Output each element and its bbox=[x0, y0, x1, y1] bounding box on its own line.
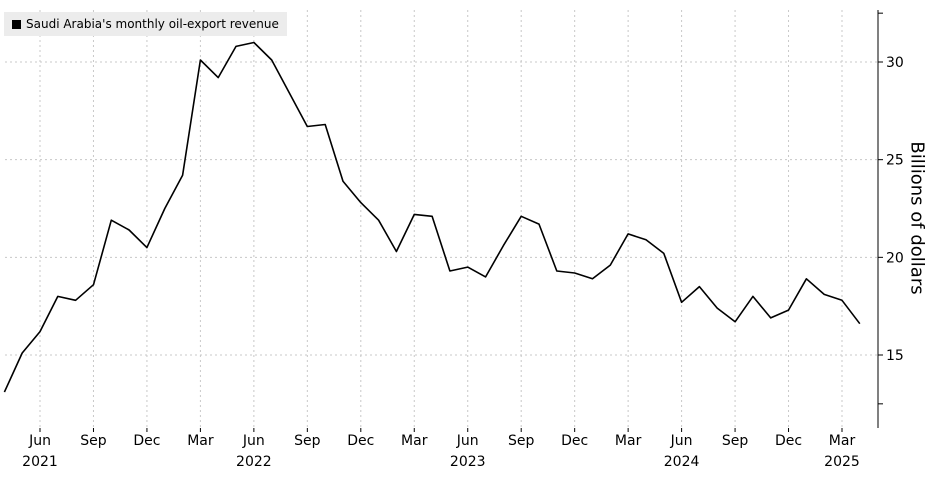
x-tick-label-month: Dec bbox=[561, 433, 588, 449]
x-tick-label-month: Jun bbox=[28, 433, 51, 449]
series-line bbox=[3, 41, 861, 393]
y-axis-label: Billions of dollars bbox=[906, 141, 928, 295]
x-tick-label-year: 2025 bbox=[824, 454, 860, 470]
x-tick-label-month: Mar bbox=[829, 433, 856, 449]
x-tick-label-month: Dec bbox=[133, 433, 160, 449]
x-tick-label-month: Mar bbox=[401, 433, 428, 449]
x-tick-label-year: 2024 bbox=[664, 454, 700, 470]
x-tick-label-month: Sep bbox=[722, 433, 749, 449]
x-tick-label-month: Sep bbox=[80, 433, 107, 449]
legend-label: Saudi Arabia's monthly oil-export revenu… bbox=[26, 17, 279, 31]
x-tick-label-month: Sep bbox=[294, 433, 321, 449]
legend: Saudi Arabia's monthly oil-export revenu… bbox=[4, 12, 287, 36]
x-tick-label-month: Dec bbox=[775, 433, 802, 449]
x-tick-label-month: Sep bbox=[508, 433, 535, 449]
x-tick-label-year: 2021 bbox=[22, 454, 58, 470]
y-tick-label: 15 bbox=[886, 348, 904, 364]
x-tick-label-month: Mar bbox=[615, 433, 642, 449]
y-tick-label: 25 bbox=[886, 153, 904, 169]
x-tick-label-month: Jun bbox=[670, 433, 693, 449]
y-tick-label: 30 bbox=[886, 55, 904, 71]
x-tick-label-year: 2022 bbox=[236, 454, 272, 470]
legend-swatch bbox=[12, 19, 21, 29]
x-tick-label-month: Dec bbox=[347, 433, 374, 449]
x-tick-label-year: 2023 bbox=[450, 454, 486, 470]
x-tick-label-month: Mar bbox=[187, 433, 214, 449]
x-tick-label-month: Jun bbox=[242, 433, 265, 449]
x-tick-label-month: Jun bbox=[456, 433, 479, 449]
y-tick-label: 20 bbox=[886, 250, 904, 266]
